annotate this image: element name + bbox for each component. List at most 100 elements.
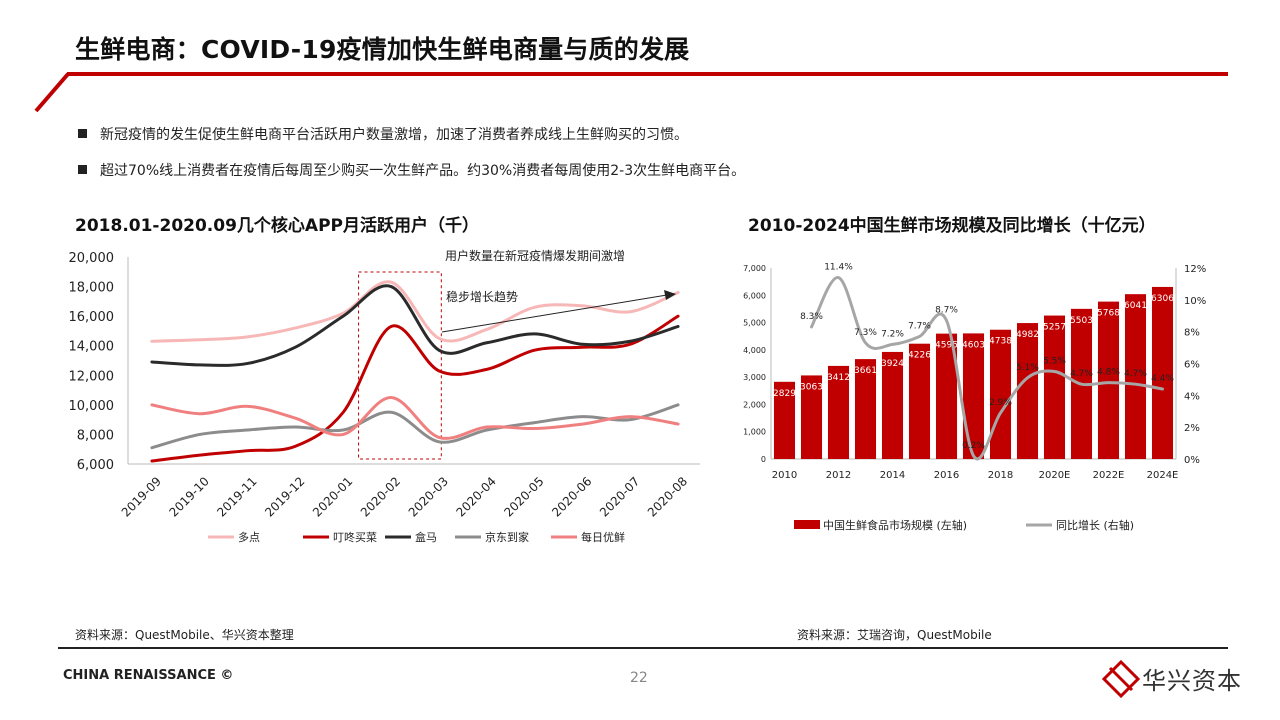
bar-value-label: 5768 [1097,309,1120,319]
legend-label: 京东到家 [485,530,529,544]
legend-label: 盒马 [415,530,437,544]
bar [962,333,985,459]
x-tick-label: 2012 [826,470,851,481]
bar-value-label: 3924 [881,359,904,369]
trend-arrow-line [441,294,668,333]
bar-value-label: 6306 [1151,294,1174,304]
legend-label: 中国生鲜食品市场规模 (左轴) [823,518,967,532]
bar-value-label: 6041 [1124,301,1147,311]
x-tick-label: 2019-12 [262,474,307,519]
y-right-tick-label: 0% [1184,455,1200,466]
left-source: 资料来源：QuestMobile、华兴资本整理 [75,628,294,642]
y-left-tick-label: 4,000 [743,346,766,355]
bar [1097,301,1120,459]
growth-label: 4.4% [1151,374,1174,384]
bar [773,381,796,459]
growth-label: 5.5% [1043,356,1066,366]
growth-label: 4.8% [1097,368,1120,378]
x-tick-label: 2020-02 [358,474,403,519]
header-rule-line [34,72,70,113]
growth-label: 8.3% [800,312,823,322]
bar [827,365,850,459]
bar-value-label: 4738 [989,337,1012,347]
legend-label: 同比增长 (右轴) [1056,518,1134,532]
growth-label: 4.7% [1070,369,1093,379]
growth-label: 4.7% [1124,369,1147,379]
bar [1016,323,1039,459]
brand-logo-icon [1102,660,1140,698]
y-right-tick-label: 8% [1184,328,1200,339]
bar-value-label: 4226 [908,351,931,361]
x-tick-label: 2020-07 [597,474,642,519]
growth-label: 11.4% [824,263,853,273]
bar [800,375,823,459]
y-left-tick-label: 3,000 [743,373,766,382]
legend-label: 叮咚买菜 [333,530,377,544]
right-source: 资料来源：艾瑞咨询，QuestMobile [797,628,992,642]
bar [908,343,931,459]
footer-rule [58,647,1228,649]
growth-label: 7.7% [908,321,931,331]
page-title: 生鲜电商：COVID-19疫情加快生鲜电商量与质的发展 [75,35,690,64]
y-left-tick-label: 7,000 [743,264,766,273]
mau-line-chart: 6,000 8,000 10,000 12,000 14,000 16,000 18,000… [69,248,700,544]
y-tick-label: 16,000 [69,310,115,325]
x-tick-label: 2024E [1147,470,1179,481]
growth-line [810,276,1164,461]
series-line-京东到家 [150,403,680,450]
growth-label: 7.2% [881,329,904,339]
x-tick-label: 2018 [988,470,1013,481]
x-tick-label: 2016 [934,470,959,481]
legend-label: 每日优鲜 [581,530,625,544]
bar-value-label: 4982 [1016,330,1039,340]
y-tick-label: 20,000 [69,251,115,266]
y-tick-label: 14,000 [69,340,115,355]
right-chart-title: 2010-2024中国生鲜市场规模及同比增长（十亿元） [748,216,1156,236]
growth-label: 7.3% [854,328,877,338]
series-line-盒马 [150,284,680,367]
y-tick-label: 18,000 [69,281,115,296]
bar-value-label: 4603 [962,340,985,350]
y-tick-label: 6,000 [77,458,114,473]
brand-name: 华兴资本 [1142,667,1242,695]
bar [1151,286,1174,459]
left-chart-title: 2018.01-2020.09几个核心APP月活跃用户（千） [75,216,479,236]
bar-value-label: 4595 [935,341,958,351]
x-tick-label: 2010 [772,470,797,481]
y-left-tick-label: 2,000 [743,400,766,409]
x-tick-label: 2020E [1039,470,1071,481]
growth-label: 8.7% [935,306,958,316]
x-tick-label: 2019-09 [119,474,164,519]
header-rule [34,72,1228,113]
footer-company: CHINA RENAISSANCE © [63,668,234,683]
bullet-square [78,129,87,138]
x-tick-label: 2020-03 [406,474,451,519]
y-right-tick-label: 4% [1184,391,1200,402]
x-tick-label: 2022E [1093,470,1125,481]
trend-arrow-head-icon [664,290,676,300]
legend-swatch-bar [794,520,820,529]
series-line-多点 [150,280,680,343]
y-right-tick-label: 12% [1184,264,1206,275]
y-left-tick-label: 0 [761,455,766,464]
y-left-tick-label: 5,000 [743,319,766,328]
bar-value-label: 5503 [1070,316,1093,326]
y-tick-label: 8,000 [77,428,114,443]
bar [1124,294,1147,459]
growth-label: 5.1% [1016,363,1039,373]
y-left-tick-label: 6,000 [743,291,766,300]
y-right-tick-label: 10% [1184,296,1206,307]
series-line-叮咚买菜 [150,314,680,463]
bullet-text: 新冠疫情的发生促使生鲜电商平台活跃用户数量激增，加速了消费者养成线上生鲜购买的习… [100,127,688,143]
bar-value-label: 2829 [773,389,796,399]
series-line-每日优鲜 [150,395,680,440]
x-tick-label: 2020-04 [454,474,499,519]
growth-label: 2.9% [989,398,1012,408]
bullet-square [78,165,87,174]
y-right-tick-label: 6% [1184,360,1200,371]
x-tick-label: 2020-01 [310,474,355,519]
bar [935,333,958,459]
y-tick-label: 12,000 [69,369,115,384]
highlight-box [358,271,442,460]
bar [881,351,904,459]
